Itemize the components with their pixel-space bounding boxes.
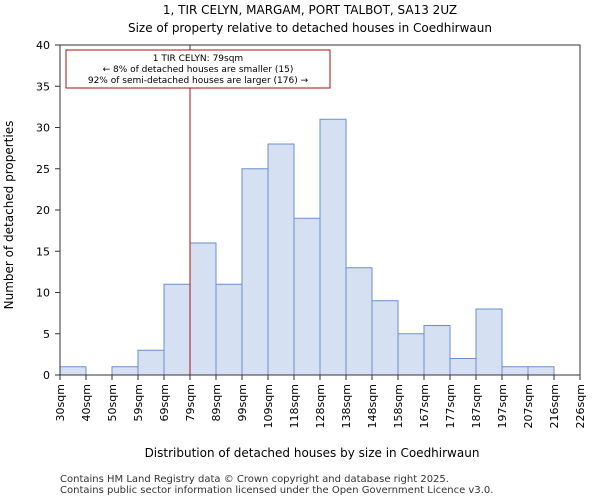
bar-138sqm — [345, 267, 373, 376]
bar-50sqm — [111, 366, 139, 376]
bar-197sqm — [501, 366, 529, 376]
x-tick-label: 148sqm — [366, 384, 379, 428]
x-tick-label: 197sqm — [496, 384, 509, 428]
x-ticks-group: 30sqm 40sqm 50sqm 59sqm 69sqm 79sqm 89sqm 99sqm… — [54, 375, 587, 428]
annotation-line-1: 1 TIR CELYN: 79sqm — [153, 54, 243, 64]
y-tick-label: 30 — [36, 122, 50, 135]
bar-109sqm — [267, 143, 295, 376]
x-tick-label: 138sqm — [340, 384, 353, 428]
bar-167sqm — [423, 325, 451, 376]
annotation-box: 1 TIR CELYN: 79sqm ← 8% of detached hous… — [65, 49, 331, 89]
bar-89sqm — [215, 283, 243, 376]
x-tick-label: 89sqm — [210, 384, 223, 421]
bar-69sqm — [163, 283, 191, 376]
y-tick-label: 25 — [36, 163, 50, 176]
x-tick-label: 177sqm — [444, 384, 457, 428]
bars-group — [59, 118, 555, 376]
x-tick-label: 216sqm — [548, 384, 561, 428]
y-tick-label: 20 — [36, 204, 50, 217]
bar-207sqm — [527, 366, 555, 376]
x-tick-label: 69sqm — [158, 384, 171, 421]
y-tick-label: 40 — [36, 39, 50, 52]
y-tick-label: 10 — [36, 287, 50, 300]
annotation-frame — [65, 49, 331, 89]
bar-118sqm — [293, 217, 321, 376]
x-tick-label: 128sqm — [314, 384, 327, 428]
bar-99sqm — [241, 168, 269, 376]
chart-subtitle: Size of property relative to detached ho… — [128, 21, 492, 35]
bar-128sqm — [319, 118, 347, 376]
x-tick-label: 79sqm — [184, 384, 197, 421]
bar-158sqm — [397, 333, 425, 376]
x-tick-label: 187sqm — [470, 384, 483, 428]
footer-licence: Contains public sector information licen… — [60, 485, 494, 496]
bar-148sqm — [371, 300, 399, 376]
x-tick-label: 167sqm — [418, 384, 431, 428]
x-tick-label: 40sqm — [80, 384, 93, 421]
y-tick-label: 0 — [43, 369, 50, 382]
bar-177sqm — [449, 358, 477, 376]
y-axis-label: Number of detached properties — [2, 121, 16, 310]
bar-59sqm — [137, 349, 165, 376]
x-tick-label: 118sqm — [288, 384, 301, 428]
x-tick-label: 109sqm — [262, 384, 275, 428]
bar-79sqm — [189, 242, 217, 376]
x-tick-label: 99sqm — [236, 384, 249, 421]
x-tick-label: 207sqm — [522, 384, 535, 428]
y-tick-label: 15 — [36, 245, 50, 258]
chart-title: 1, TIR CELYN, MARGAM, PORT TALBOT, SA13 … — [163, 3, 457, 17]
x-tick-label: 30sqm — [54, 384, 67, 421]
x-tick-label: 50sqm — [106, 384, 119, 421]
annotation-line-3: 92% of semi-detached houses are larger (… — [88, 76, 309, 86]
x-tick-label: 158sqm — [392, 384, 405, 428]
x-tick-label: 226sqm — [574, 384, 587, 428]
y-ticks-group: 0 5 10 15 20 25 30 35 40 — [36, 39, 60, 382]
y-tick-label: 35 — [36, 80, 50, 93]
footer-copyright: Contains HM Land Registry data © Crown c… — [60, 474, 449, 485]
y-tick-label: 5 — [43, 328, 50, 341]
bar-30sqm — [59, 366, 87, 376]
x-axis-label: Distribution of detached houses by size … — [145, 446, 480, 460]
annotation-line-2: ← 8% of detached houses are smaller (15) — [103, 65, 294, 75]
x-tick-label: 59sqm — [132, 384, 145, 421]
bar-187sqm — [475, 308, 503, 376]
